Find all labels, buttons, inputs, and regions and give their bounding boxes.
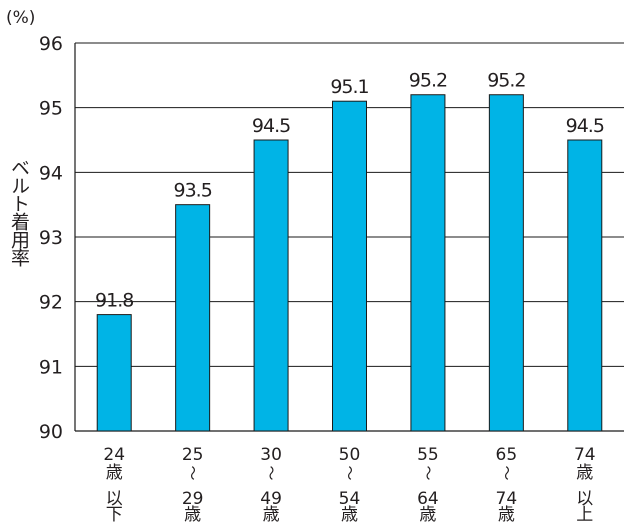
x-tick-label: 〜	[262, 465, 280, 480]
y-tick-label: 91	[39, 356, 63, 378]
x-tick-label: 歳	[106, 463, 123, 483]
x-tick-label: 24	[103, 445, 125, 465]
data-label: 94.5	[252, 115, 290, 137]
bar	[175, 204, 211, 432]
x-tick-label: 歳	[576, 463, 593, 483]
x-tick-label: 74	[496, 489, 518, 509]
x-tick-label: 50	[339, 445, 361, 465]
x-tick-label: 以	[576, 489, 593, 509]
x-tick-label: 以	[106, 489, 123, 509]
y-unit-label: (%)	[6, 8, 36, 28]
x-tick-label: 29	[182, 489, 204, 509]
x-tick-label: 歳	[263, 505, 280, 525]
bar	[410, 94, 446, 432]
x-tick-label: 49	[260, 489, 282, 509]
x-tick-label: 上	[576, 505, 593, 525]
x-tick-label: 54	[339, 489, 361, 509]
x-tick-label: 〜	[341, 465, 359, 480]
data-label: 93.5	[173, 180, 211, 202]
x-tick-label: 〜	[184, 465, 202, 480]
y-tick-label: 93	[39, 227, 63, 249]
y-tick-label: 90	[39, 421, 63, 443]
x-tick-label: 30	[260, 445, 282, 465]
y-tick-label: 92	[39, 292, 63, 314]
bar	[488, 94, 524, 432]
x-tick-label: 歳	[419, 505, 436, 525]
bar	[253, 139, 289, 432]
x-tick-label: 歳	[341, 505, 358, 525]
data-label: 95.1	[330, 76, 368, 98]
y-tick-label: 95	[39, 98, 63, 120]
y-tick-label: 96	[39, 33, 63, 55]
x-tick-label: 〜	[419, 465, 437, 480]
y-tick-label: 94	[39, 162, 63, 184]
data-label: 95.2	[487, 70, 525, 92]
x-tick-label: 55	[417, 445, 439, 465]
data-label: 91.8	[95, 290, 133, 312]
x-tick-label: 歳	[498, 505, 515, 525]
x-tick-label: 歳	[184, 505, 201, 525]
bar	[96, 314, 132, 432]
data-label: 94.5	[566, 115, 604, 137]
x-tick-label: 25	[182, 445, 204, 465]
x-tick-label: 〜	[497, 465, 515, 480]
x-tick-label: 64	[417, 489, 439, 509]
x-tick-label: 下	[106, 505, 123, 525]
x-tick-label: 74	[574, 445, 596, 465]
x-tick-label: 65	[496, 445, 518, 465]
bar	[332, 100, 367, 432]
data-label: 95.2	[409, 70, 447, 92]
bar	[567, 139, 603, 432]
y-axis-title: ベルト着用率	[8, 158, 30, 266]
